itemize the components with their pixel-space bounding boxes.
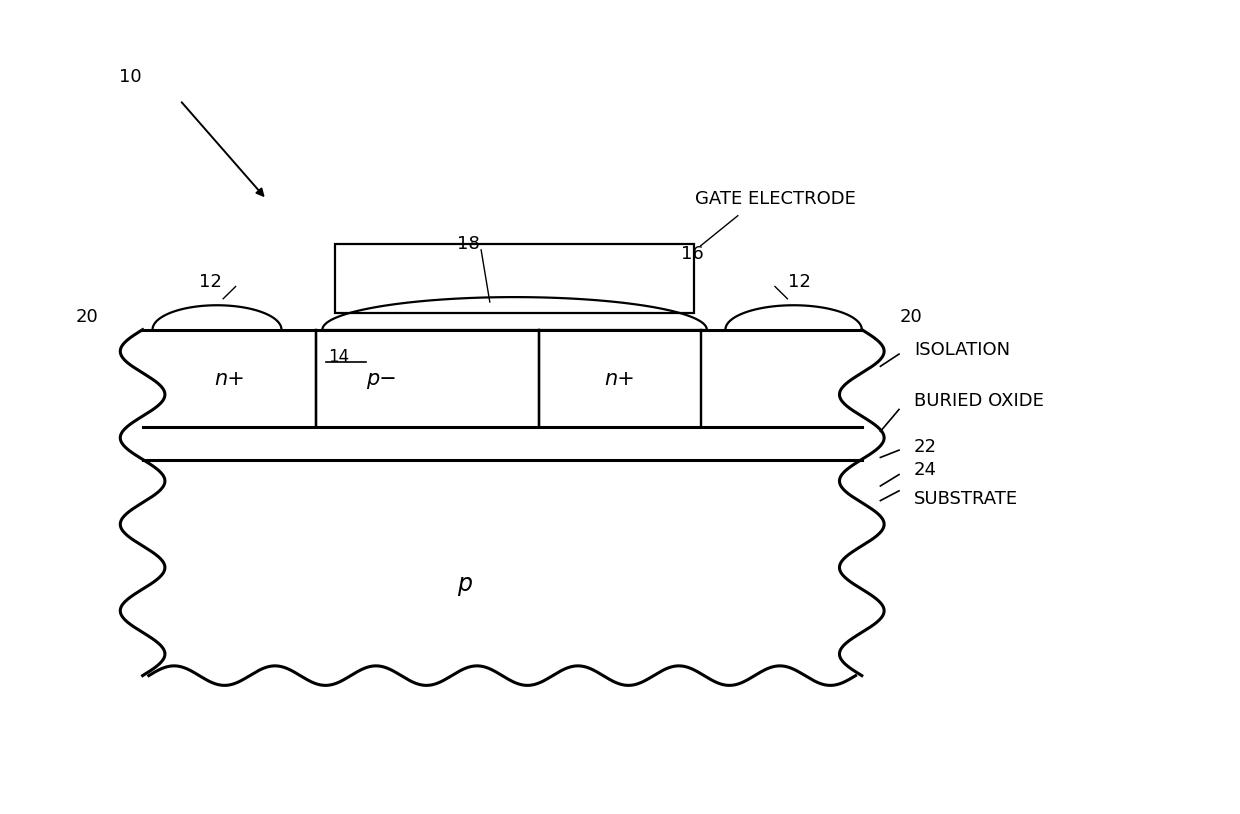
Text: 10: 10 [119,68,141,86]
Text: ISOLATION: ISOLATION [914,341,1011,359]
Text: p−: p− [366,369,397,388]
Text: n+: n+ [215,369,244,388]
Text: 12: 12 [789,274,811,291]
Text: 12: 12 [200,274,222,291]
Text: 14: 14 [329,348,350,365]
Text: 24: 24 [914,461,937,479]
Text: SUBSTRATE: SUBSTRATE [914,490,1018,508]
Text: 20: 20 [76,309,98,326]
Text: GATE ELECTRODE: GATE ELECTRODE [694,190,856,208]
Text: 22: 22 [914,438,937,456]
Text: BURIED OXIDE: BURIED OXIDE [914,392,1044,410]
Text: 20: 20 [900,309,923,326]
Text: 16: 16 [681,245,703,263]
Bar [335,244,694,313]
Text: n+: n+ [605,369,635,388]
Text: p: p [458,572,472,596]
Text: 18: 18 [458,235,480,253]
